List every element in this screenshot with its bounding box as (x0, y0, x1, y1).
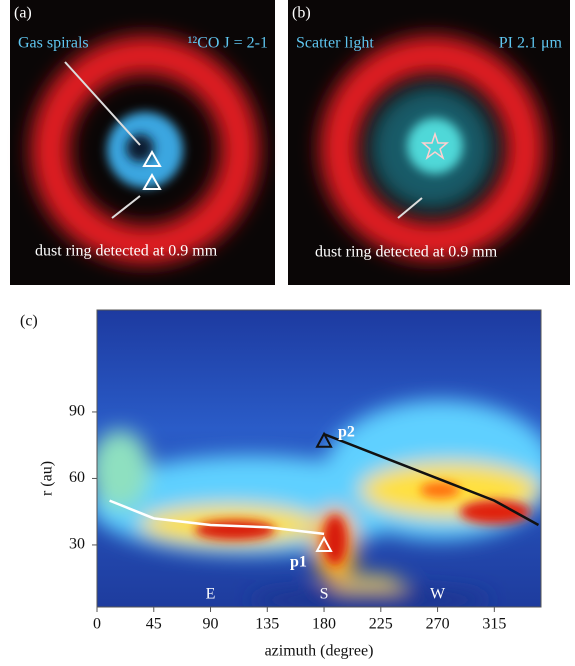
panel-caption: dust ring detected at 0.9 mm (35, 243, 218, 260)
x-tick-label: 225 (369, 616, 393, 633)
panel-caption: dust ring detected at 0.9 mm (315, 244, 498, 261)
panel-a: (a) Gas spirals ¹²CO J = 2-1 dust ring d… (10, 0, 275, 285)
panel-title: Gas spirals (18, 35, 89, 52)
x-axis-label: azimuth (degree) (265, 643, 374, 660)
direction-label: W (430, 586, 446, 603)
panel-label: (c) (20, 313, 38, 330)
panel-label: (b) (292, 5, 311, 22)
marker-label: p1 (290, 554, 307, 571)
y-tick-label: 30 (69, 536, 85, 553)
panel-title: Scatter light (296, 35, 374, 52)
heatmap (90, 310, 555, 612)
y-tick-label: 60 (69, 469, 85, 486)
direction-label: S (320, 586, 329, 603)
figure: (a) Gas spirals ¹²CO J = 2-1 dust ring d… (0, 0, 575, 666)
panel-label: (a) (14, 5, 32, 22)
x-tick-label: 0 (93, 616, 101, 633)
panel-tag: PI 2.1 μm (499, 35, 563, 52)
x-tick-label: 135 (255, 616, 279, 633)
marker-label: p2 (338, 423, 355, 440)
x-tick-label: 180 (312, 616, 336, 633)
panel-b: (b) Scatter light PI 2.1 μm dust ring de… (288, 0, 570, 285)
y-tick-label: 90 (69, 403, 85, 420)
direction-label: E (206, 586, 216, 603)
x-tick-label: 270 (426, 616, 450, 633)
x-tick-label: 45 (146, 616, 162, 633)
x-tick-label: 90 (203, 616, 219, 633)
x-tick-label: 315 (482, 616, 506, 633)
panel-tag: ¹²CO J = 2-1 (188, 35, 268, 52)
y-axis-label: r (au) (39, 461, 56, 496)
